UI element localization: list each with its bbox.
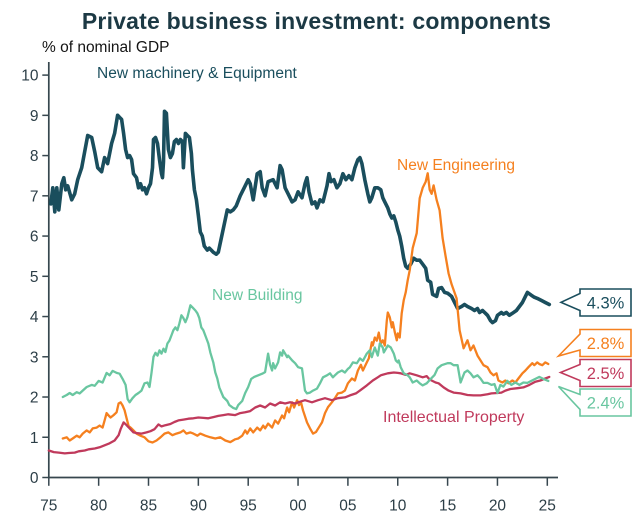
series-line-3 bbox=[48, 109, 552, 325]
y-tick-label: 1 bbox=[30, 430, 39, 447]
callout-value: 2.8% bbox=[587, 335, 625, 353]
y-tick-label: 3 bbox=[30, 349, 39, 366]
x-tick-label: 00 bbox=[289, 498, 307, 515]
x-tick-label: 80 bbox=[90, 498, 108, 515]
series-line-0 bbox=[61, 304, 550, 411]
x-tick-label: 15 bbox=[439, 498, 456, 515]
y-tick-label: 4 bbox=[30, 309, 39, 326]
y-tick-label: 0 bbox=[30, 470, 39, 487]
callout-arrow-box bbox=[555, 328, 632, 358]
x-tick-label: 10 bbox=[389, 498, 407, 515]
y-tick-label: 7 bbox=[30, 188, 39, 205]
callout-arrow-box bbox=[557, 385, 632, 417]
callout-building: 2.4% bbox=[557, 385, 632, 417]
series-line-1 bbox=[47, 371, 551, 455]
x-tick-label: 85 bbox=[140, 498, 157, 515]
page-title: Private business investment: components bbox=[81, 8, 552, 34]
x-tick-label: 95 bbox=[240, 498, 257, 515]
series-label-new-building: New Building bbox=[212, 287, 303, 304]
callout-engineering: 2.8% bbox=[555, 328, 632, 358]
y-tick-label: 9 bbox=[30, 108, 39, 125]
y-tick-label: 6 bbox=[30, 229, 39, 246]
x-tick-label: 05 bbox=[339, 498, 356, 515]
callout-value: 2.5% bbox=[587, 365, 625, 383]
y-tick-label: 8 bbox=[30, 148, 39, 165]
y-tick-label: 2 bbox=[30, 390, 39, 407]
series-label-machinery-equipment: New machinery & Equipment bbox=[97, 65, 297, 82]
x-tick-label: 25 bbox=[539, 498, 556, 515]
x-tick-label: 90 bbox=[190, 498, 208, 515]
y-tick-label: 5 bbox=[30, 269, 39, 286]
x-tick-label: 75 bbox=[40, 498, 57, 515]
y-tick-label: 10 bbox=[21, 68, 39, 85]
callout-arrow-box bbox=[558, 358, 632, 388]
callout-intellectual-property: 2.5% bbox=[558, 358, 632, 388]
callout-arrow-box bbox=[559, 288, 632, 317]
callout-value: 4.3% bbox=[587, 295, 625, 313]
y-axis-units-label: % of nominal GDP bbox=[42, 39, 170, 56]
x-tick-label: 20 bbox=[489, 498, 507, 515]
callout-value: 2.4% bbox=[587, 395, 625, 413]
callout-machinery: 4.3% bbox=[559, 288, 632, 317]
axis-lines bbox=[47, 62, 558, 479]
series-label-new-engineering: New Engineering bbox=[397, 157, 516, 174]
series-label-intellectual-property: Intellectual Property bbox=[383, 409, 525, 426]
